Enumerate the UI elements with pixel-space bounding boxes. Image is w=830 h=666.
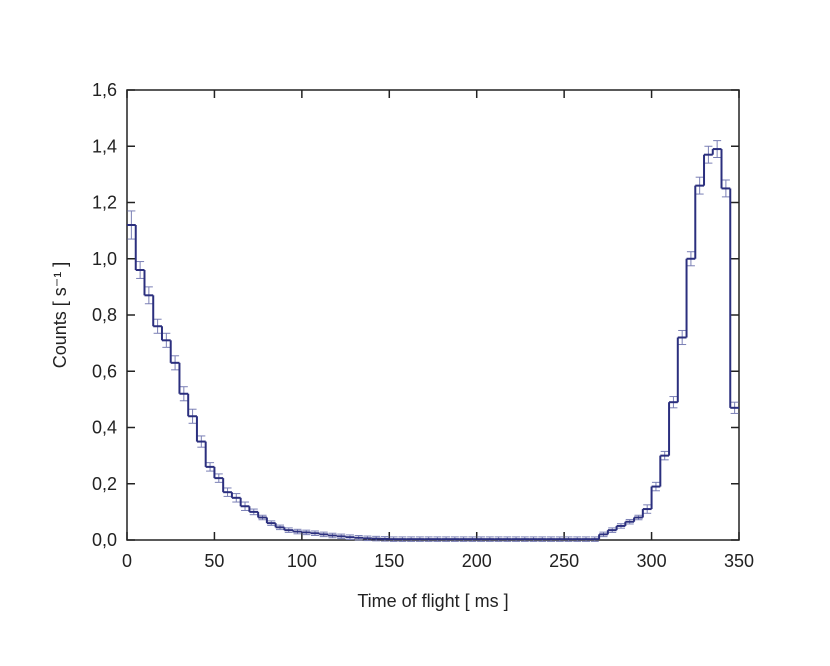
x-tick-label: 250: [549, 551, 579, 571]
x-axis-label: Time of flight [ ms ]: [357, 591, 508, 611]
x-tick-label: 300: [637, 551, 667, 571]
x-tick-label: 150: [374, 551, 404, 571]
x-tick-label: 100: [287, 551, 317, 571]
y-tick-label: 0,0: [92, 530, 117, 550]
x-tick-label: 50: [204, 551, 224, 571]
y-tick-label: 0,6: [92, 361, 117, 381]
y-axis-label: Counts [ s⁻¹ ]: [50, 262, 70, 369]
y-tick-label: 0,2: [92, 474, 117, 494]
y-tick-label: 0,8: [92, 305, 117, 325]
x-tick-label: 350: [724, 551, 754, 571]
y-tick-label: 1,6: [92, 80, 117, 100]
y-tick-label: 1,2: [92, 193, 117, 213]
y-tick-label: 0,4: [92, 418, 117, 438]
y-tick-label: 1,4: [92, 136, 117, 156]
x-tick-label: 0: [122, 551, 132, 571]
y-tick-label: 1,0: [92, 249, 117, 269]
x-tick-label: 200: [462, 551, 492, 571]
plot-frame: [126, 89, 740, 541]
